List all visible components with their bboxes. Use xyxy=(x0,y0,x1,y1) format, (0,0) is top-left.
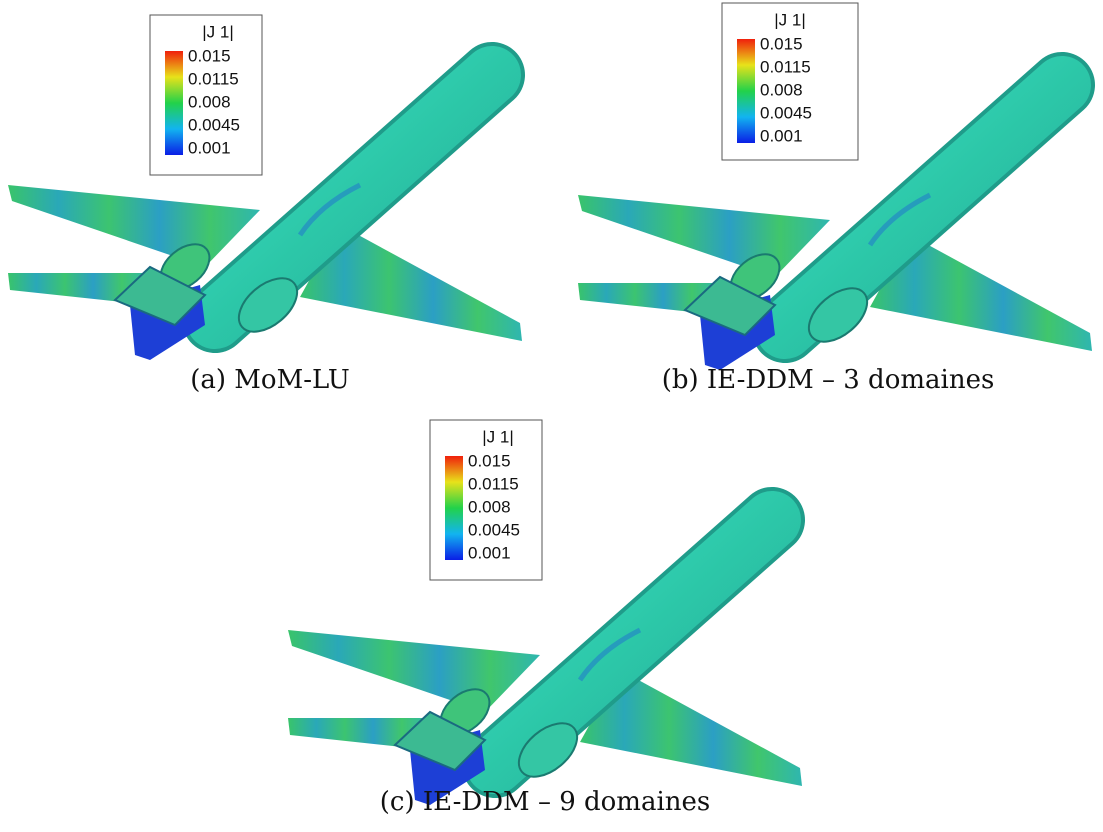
panel: |J 1| 0.015 0.0115 0.008 0.0045 0.001 (a) MoM-… xyxy=(149,14,350,395)
legend-title: |J 1| xyxy=(202,22,234,41)
legend-level: 0.0115 xyxy=(188,69,239,88)
legend-level: 0.008 xyxy=(760,80,803,99)
caption: (c) IE-DDM – 9 domaines xyxy=(380,787,711,817)
legend-title: |J 1| xyxy=(774,10,806,29)
panel: |J 1| 0.015 0.0115 0.008 0.0045 0.001 (c) IE-D… xyxy=(380,419,711,817)
legend-level: 0.001 xyxy=(760,126,803,145)
legend-level: 0.001 xyxy=(468,543,511,562)
legend-level: 0.001 xyxy=(188,138,231,157)
colorbar xyxy=(445,456,463,560)
legend-level: 0.015 xyxy=(188,46,231,65)
caption: (a) MoM-LU xyxy=(190,365,350,395)
airplane-render xyxy=(8,75,522,360)
legend-level: 0.0115 xyxy=(468,474,519,493)
panels: |J 1| 0.015 0.0115 0.008 0.0045 0.001 (a) MoM-… xyxy=(149,2,995,817)
legend-level: 0.015 xyxy=(760,34,803,53)
panel: |J 1| 0.015 0.0115 0.008 0.0045 0.001 (b) IE-D… xyxy=(662,2,995,395)
legend-level: 0.008 xyxy=(188,92,231,111)
legend-level: 0.0045 xyxy=(188,115,240,134)
legend-level: 0.0115 xyxy=(760,57,811,76)
legend-title: |J 1| xyxy=(482,427,514,446)
colorbar xyxy=(737,39,755,143)
legend-level: 0.0045 xyxy=(760,103,812,122)
airplane-render xyxy=(288,520,802,805)
caption: (b) IE-DDM – 3 domaines xyxy=(662,365,995,395)
colorbar xyxy=(165,51,183,155)
legend-level: 0.015 xyxy=(468,451,511,470)
legend-level: 0.008 xyxy=(468,497,511,516)
legend-level: 0.0045 xyxy=(468,520,520,539)
